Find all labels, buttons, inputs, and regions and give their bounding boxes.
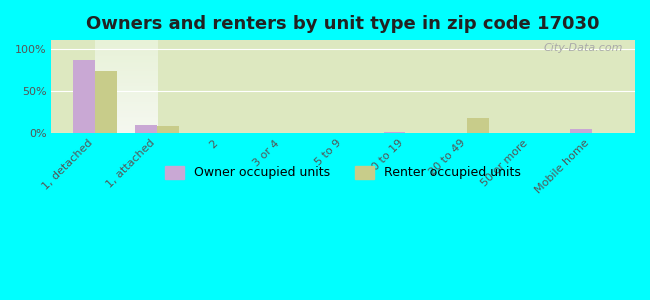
Legend: Owner occupied units, Renter occupied units: Owner occupied units, Renter occupied un… — [161, 161, 526, 184]
Bar — [384, 132, 406, 133]
Bar — [135, 124, 157, 133]
Text: City-Data.com: City-Data.com — [544, 43, 623, 53]
Bar — [570, 129, 592, 133]
Bar — [95, 70, 116, 133]
Bar — [467, 118, 489, 133]
Bar — [157, 126, 179, 133]
Bar — [73, 60, 95, 133]
Title: Owners and renters by unit type in zip code 17030: Owners and renters by unit type in zip c… — [86, 15, 600, 33]
